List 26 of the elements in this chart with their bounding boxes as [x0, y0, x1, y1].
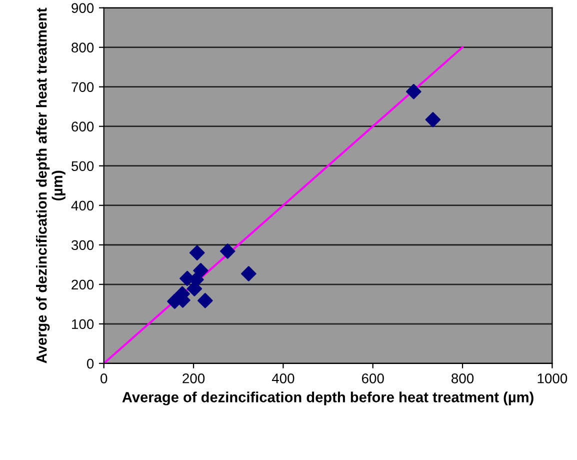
y-tick-label: 800 [72, 42, 94, 52]
x-tick-label: 800 [452, 373, 474, 384]
y-tick-label: 500 [72, 161, 94, 172]
x-tick-label: 400 [272, 373, 294, 384]
y-tick-label: 700 [72, 82, 94, 92]
point [241, 266, 256, 282]
point [220, 244, 236, 259]
y-tick-label: 300 [71, 240, 94, 250]
point [186, 281, 202, 296]
y-tick-label: 0 [86, 358, 94, 369]
x-tick-label: 200 [182, 373, 205, 384]
point [193, 262, 208, 278]
y-tick-label: 400 [71, 200, 94, 211]
x-tick-label: 1000 [538, 373, 568, 384]
x-tick-label: 600 [362, 373, 384, 384]
x-axis-title: Average of dezincification depth before heat treatment (µm) [122, 392, 534, 406]
x-tick-label: 0 [100, 373, 108, 384]
point [198, 292, 213, 308]
point [425, 112, 441, 128]
y-tick-label: 100 [72, 319, 94, 330]
y-tick-label: 900 [72, 3, 94, 13]
point [189, 245, 205, 260]
y-axis-title: Averge of dezincification depth after heat treatment (µm) [36, 8, 66, 364]
y-tick-label: 200 [72, 280, 94, 290]
point [406, 84, 422, 100]
y-tick-label: 600 [72, 122, 94, 132]
